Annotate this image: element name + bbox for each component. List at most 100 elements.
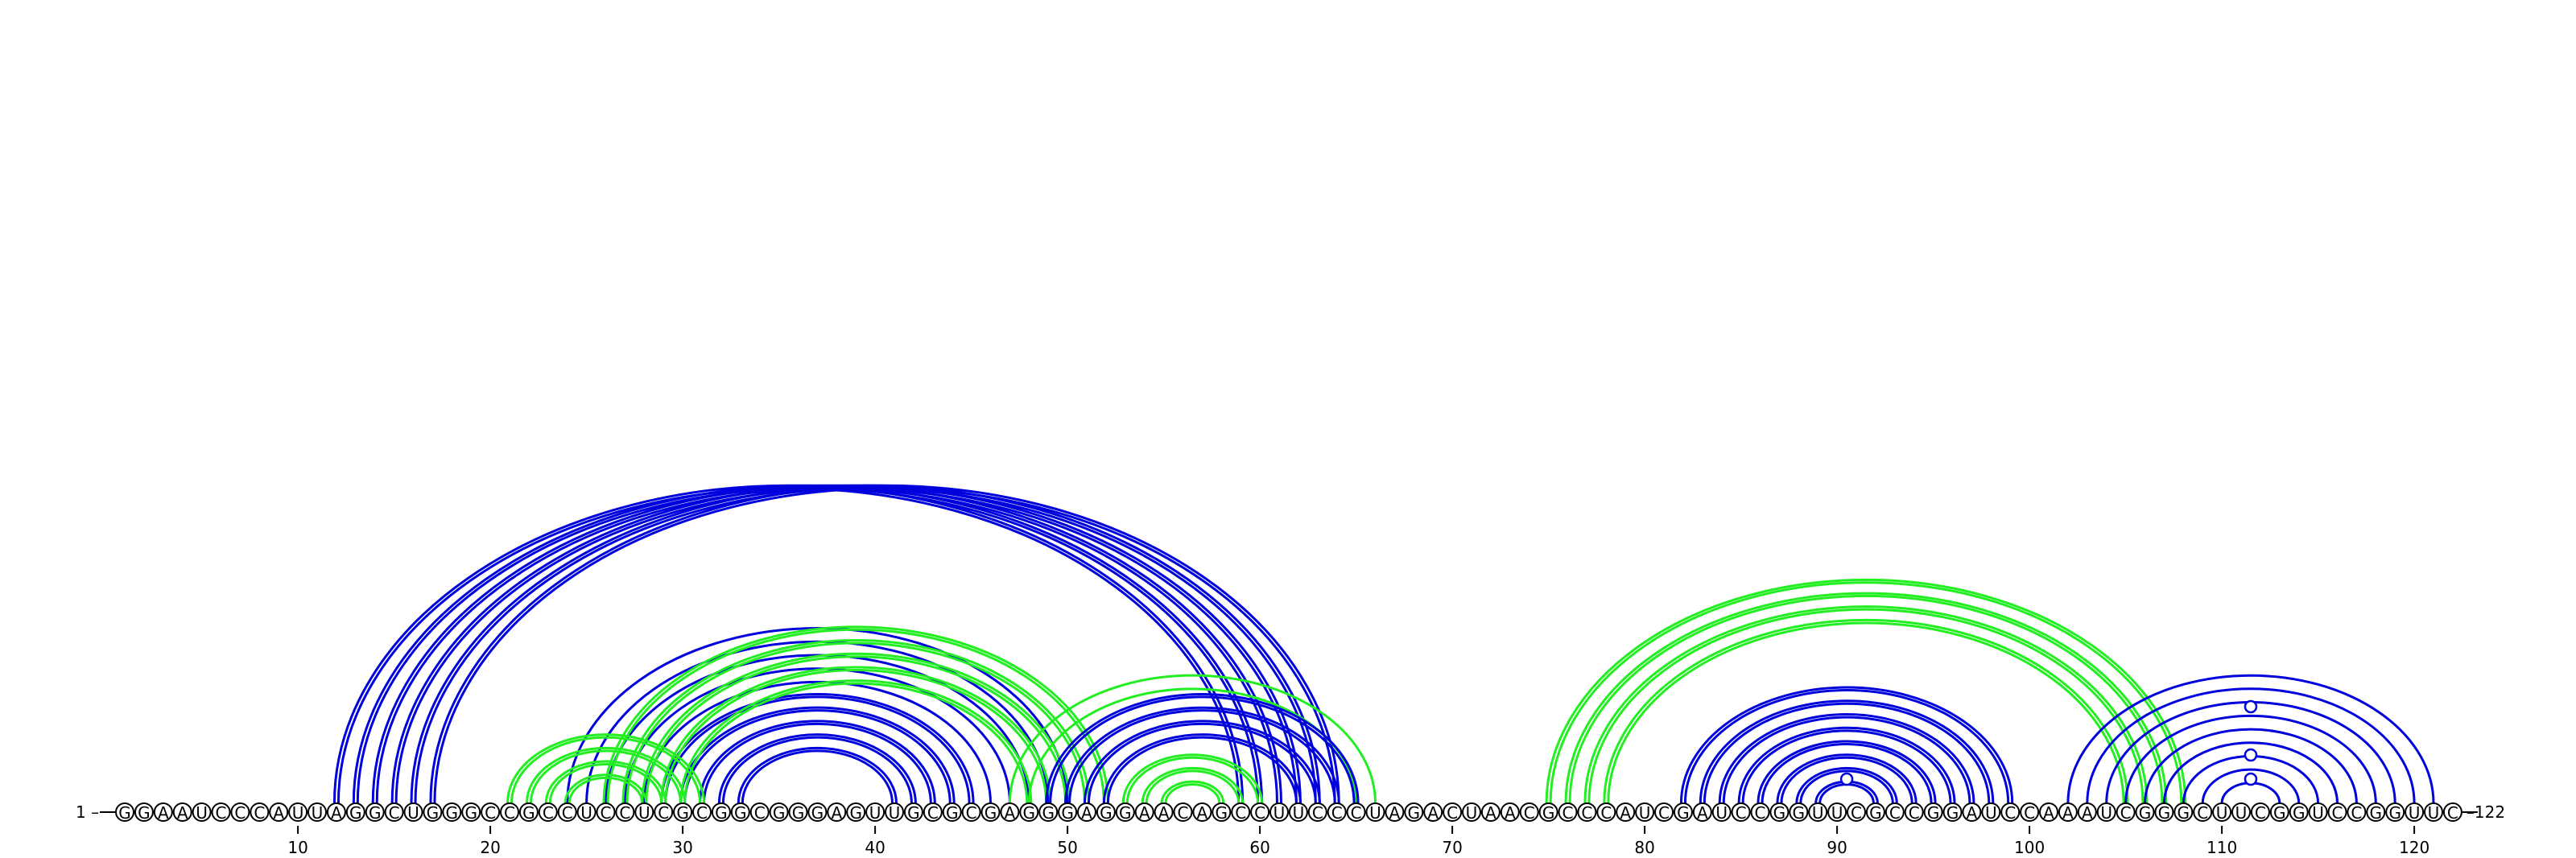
arc-33-41-line-1 bbox=[741, 749, 894, 804]
nucleotide-circle-64 bbox=[1327, 802, 1347, 822]
nucleotide-letter-112: C bbox=[2255, 803, 2266, 823]
nucleotide-4: A bbox=[172, 802, 192, 823]
nucleotide-letter-111: U bbox=[2235, 803, 2248, 823]
nucleotide-letter-81: C bbox=[1658, 803, 1670, 823]
nucleotide-circle-18 bbox=[442, 802, 462, 822]
nucleotide-letter-1: G bbox=[118, 803, 131, 823]
nucleotide-37: G bbox=[807, 802, 828, 823]
nucleotide-letter-22: G bbox=[522, 803, 535, 823]
nucleotide-letter-90: U bbox=[1831, 803, 1843, 823]
nucleotide-letter-16: U bbox=[407, 803, 419, 823]
nucleotide-letter-5: U bbox=[196, 803, 208, 823]
nucleotide-circle-32 bbox=[711, 802, 731, 822]
nucleotide-111: U bbox=[2231, 802, 2251, 823]
nucleotide-letter-56: C bbox=[1178, 803, 1189, 823]
nucleotide-76: C bbox=[1558, 802, 1578, 823]
arc-53-60-line-2 bbox=[1121, 753, 1264, 804]
nucleotide-letter-25: U bbox=[580, 803, 592, 823]
nucleotide-circle-79 bbox=[1616, 802, 1636, 822]
arc-28-50-line-1 bbox=[645, 655, 1067, 804]
nucleotide-letter-98: U bbox=[1985, 803, 1997, 823]
nucleotide-circle-20 bbox=[481, 802, 501, 822]
nucleotide-circle-114 bbox=[2289, 802, 2309, 822]
arc-28-50-line-2 bbox=[641, 652, 1071, 804]
nucleotide-60: C bbox=[1250, 802, 1270, 823]
nucleotide-circle-98 bbox=[1981, 802, 2001, 822]
nucleotide-circle-92 bbox=[1865, 802, 1885, 822]
nucleotide-letter-88: G bbox=[1793, 803, 1806, 823]
arc-50-64-line-1 bbox=[1068, 709, 1336, 804]
nucleotide-7: C bbox=[230, 802, 250, 823]
nucleotide-circle-84 bbox=[1711, 802, 1732, 822]
nucleotide-letter-113: G bbox=[2273, 803, 2286, 823]
nucleotide-letter-114: G bbox=[2293, 803, 2306, 823]
arc-30-48-line-1 bbox=[683, 682, 1029, 804]
nucleotide-circle-100 bbox=[2020, 802, 2040, 822]
nucleotide-circle-6 bbox=[211, 802, 231, 822]
nucleotide-letter-76: C bbox=[1563, 803, 1574, 823]
nucleotide-circle-61 bbox=[1269, 802, 1289, 822]
nucleotide-letter-118: G bbox=[2370, 803, 2383, 823]
nucleotide-circle-68 bbox=[1404, 802, 1424, 822]
nucleotide-102: A bbox=[2058, 802, 2078, 823]
nucleotide-letter-67: A bbox=[1389, 803, 1401, 823]
nucleotide-71: U bbox=[1462, 802, 1481, 823]
nucleotide-letter-39: G bbox=[849, 803, 862, 823]
nucleotide-circle-102 bbox=[2058, 802, 2078, 822]
arc-107-116 bbox=[2162, 741, 2339, 804]
nucleotide-115: U bbox=[2308, 802, 2328, 823]
nucleotide-circle-99 bbox=[2000, 802, 2021, 822]
nucleotide-letter-53: G bbox=[1119, 803, 1132, 823]
nucleotide-letter-115: U bbox=[2312, 803, 2324, 823]
nucleotide-circle-23 bbox=[538, 802, 558, 822]
end-label: –122 bbox=[2467, 802, 2505, 822]
nucleotide-letter-18: G bbox=[446, 803, 459, 823]
nucleotide-circle-35 bbox=[769, 802, 789, 822]
nucleotide-letter-105: C bbox=[2120, 803, 2132, 823]
nucleotide-95: G bbox=[1923, 802, 1943, 823]
nucleotide-circle-28 bbox=[634, 802, 654, 822]
nucleotide-circle-12 bbox=[326, 802, 346, 822]
nucleotide-119: G bbox=[2385, 802, 2405, 823]
nucleotide-circle-29 bbox=[654, 802, 674, 822]
nucleotide-letter-58: G bbox=[1216, 803, 1228, 823]
nucleotide-letter-110: U bbox=[2216, 803, 2228, 823]
nucleotide-52: G bbox=[1096, 802, 1116, 823]
nucleotide-circle-106 bbox=[2135, 802, 2155, 822]
marker-4 bbox=[2244, 699, 2258, 714]
nucleotide-38: A bbox=[827, 802, 847, 823]
tick-label-90: 90 bbox=[1827, 838, 1847, 857]
nucleotide-letter-32: G bbox=[715, 803, 728, 823]
nucleotide-letter-92: G bbox=[1869, 803, 1882, 823]
nucleotide-circle-16 bbox=[403, 802, 423, 822]
nucleotide-51: A bbox=[1077, 802, 1096, 823]
nucleotide-108: G bbox=[2174, 802, 2194, 823]
nucleotide-2: G bbox=[134, 802, 154, 823]
nucleotide-circle-85 bbox=[1731, 802, 1751, 822]
position-ticks: 10 20 30 40 50 60 70 80 90 100 110 120 bbox=[287, 826, 2429, 857]
arc-22-30-line-1 bbox=[529, 749, 683, 804]
nucleotide-21: C bbox=[500, 802, 519, 823]
nucleotide-46: G bbox=[980, 802, 1001, 823]
nucleotide-letter-91: C bbox=[1851, 803, 1862, 823]
nucleotide-letter-14: G bbox=[369, 803, 382, 823]
arc-17-64-line-2 bbox=[429, 484, 1340, 804]
nucleotide-circle-94 bbox=[1904, 802, 1924, 822]
nucleotide-letter-108: G bbox=[2178, 803, 2190, 823]
nucleotide-72: A bbox=[1480, 802, 1501, 823]
nucleotide-circle-69 bbox=[1423, 802, 1443, 822]
nucleotide-90: U bbox=[1827, 802, 1847, 823]
arc-84-97-line-1 bbox=[1722, 716, 1971, 804]
nucleotide-letter-66: U bbox=[1369, 803, 1381, 823]
nucleotide-circle-7 bbox=[230, 802, 250, 822]
nucleotide-116: C bbox=[2327, 802, 2347, 823]
nucleotide-circle-117 bbox=[2347, 802, 2367, 822]
nucleotide-66: U bbox=[1365, 802, 1385, 823]
nucleotide-circle-77 bbox=[1577, 802, 1597, 822]
nucleotide-letter-4: A bbox=[177, 803, 188, 823]
arc-103-120 bbox=[2086, 687, 2416, 804]
nucleotide-88: G bbox=[1789, 802, 1809, 823]
nucleotide-letter-43: C bbox=[927, 803, 939, 823]
nucleotide-25: U bbox=[576, 802, 597, 823]
nucleotide-letter-8: C bbox=[254, 803, 265, 823]
